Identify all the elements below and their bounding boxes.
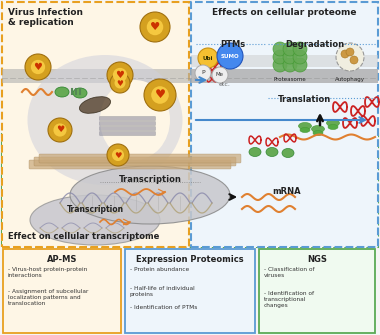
Text: - Identification of PTMs: - Identification of PTMs — [130, 305, 197, 310]
Text: - Protein abundance: - Protein abundance — [130, 267, 189, 272]
Text: Transcription: Transcription — [66, 205, 124, 214]
Text: etc.: etc. — [219, 82, 231, 87]
Circle shape — [350, 56, 358, 64]
Text: ♥: ♥ — [33, 62, 43, 72]
Circle shape — [144, 79, 176, 111]
Circle shape — [113, 68, 127, 82]
Circle shape — [293, 50, 307, 64]
Circle shape — [341, 50, 349, 58]
Text: - Half-life of individual
proteins: - Half-life of individual proteins — [130, 286, 195, 297]
FancyBboxPatch shape — [125, 249, 255, 333]
Ellipse shape — [328, 125, 338, 130]
Circle shape — [283, 50, 297, 64]
Ellipse shape — [249, 147, 261, 156]
Text: ♥: ♥ — [150, 22, 160, 32]
Text: ♥: ♥ — [114, 150, 122, 159]
Ellipse shape — [300, 128, 310, 133]
Text: Degradation: Degradation — [285, 40, 345, 49]
Text: - Assignment of subcellular
localization patterns and
translocation: - Assignment of subcellular localization… — [8, 289, 89, 306]
FancyBboxPatch shape — [29, 160, 231, 169]
FancyBboxPatch shape — [34, 157, 236, 166]
Circle shape — [114, 77, 125, 88]
Circle shape — [25, 54, 51, 80]
Ellipse shape — [282, 148, 294, 157]
FancyBboxPatch shape — [2, 2, 189, 247]
Circle shape — [31, 60, 45, 74]
Text: Effects on cellular proteome: Effects on cellular proteome — [212, 8, 357, 17]
Text: Effect on cellular transcriptome: Effect on cellular transcriptome — [8, 232, 159, 241]
Circle shape — [293, 58, 307, 72]
Circle shape — [107, 144, 129, 166]
Text: mRNA: mRNA — [272, 187, 301, 196]
Text: Autophagy: Autophagy — [335, 77, 365, 82]
Ellipse shape — [299, 123, 312, 130]
FancyBboxPatch shape — [191, 55, 378, 67]
Ellipse shape — [312, 126, 325, 133]
FancyBboxPatch shape — [39, 154, 241, 163]
Ellipse shape — [73, 88, 87, 98]
Circle shape — [273, 58, 287, 72]
Circle shape — [110, 73, 130, 93]
Text: ♥: ♥ — [56, 126, 64, 134]
Ellipse shape — [70, 166, 230, 224]
FancyBboxPatch shape — [191, 2, 378, 247]
Ellipse shape — [27, 55, 182, 185]
Text: ♥: ♥ — [116, 70, 124, 80]
Text: Proteasome: Proteasome — [274, 77, 306, 82]
Ellipse shape — [266, 147, 278, 156]
FancyBboxPatch shape — [100, 122, 155, 126]
Text: - Identification of
transcriptional
changes: - Identification of transcriptional chan… — [264, 291, 314, 308]
Circle shape — [273, 50, 287, 64]
FancyBboxPatch shape — [191, 69, 378, 83]
Text: P: P — [201, 70, 205, 75]
Text: Expression Proteomics: Expression Proteomics — [136, 255, 244, 264]
Circle shape — [54, 123, 66, 137]
Circle shape — [212, 67, 228, 83]
Circle shape — [140, 12, 170, 42]
Ellipse shape — [55, 87, 69, 97]
Circle shape — [217, 43, 243, 69]
Circle shape — [273, 42, 287, 56]
FancyBboxPatch shape — [3, 249, 121, 333]
Ellipse shape — [100, 80, 170, 160]
Ellipse shape — [313, 131, 323, 135]
FancyBboxPatch shape — [100, 117, 155, 121]
Ellipse shape — [79, 97, 111, 113]
Circle shape — [195, 65, 211, 81]
Circle shape — [147, 19, 163, 35]
Circle shape — [107, 62, 133, 88]
Text: NGS: NGS — [307, 255, 327, 264]
Text: - Classification of
viruses: - Classification of viruses — [264, 267, 315, 278]
Text: AP-MS: AP-MS — [47, 255, 77, 264]
FancyBboxPatch shape — [100, 132, 155, 135]
Text: - Virus-host protein-protein
interactions: - Virus-host protein-protein interaction… — [8, 267, 87, 278]
Circle shape — [283, 58, 297, 72]
Text: Me: Me — [216, 72, 224, 77]
Text: Translation: Translation — [279, 95, 332, 104]
FancyBboxPatch shape — [2, 134, 378, 247]
Circle shape — [346, 48, 354, 56]
Circle shape — [336, 43, 364, 71]
Ellipse shape — [326, 120, 339, 127]
Ellipse shape — [30, 195, 160, 245]
Text: Ubi: Ubi — [203, 56, 213, 61]
Text: Transcription: Transcription — [119, 176, 181, 185]
Circle shape — [48, 118, 72, 142]
Text: ♥: ♥ — [117, 78, 124, 87]
Circle shape — [293, 42, 307, 56]
FancyBboxPatch shape — [100, 127, 155, 131]
Text: Virus Infection
& replication: Virus Infection & replication — [8, 8, 83, 27]
Circle shape — [151, 86, 169, 104]
FancyBboxPatch shape — [2, 69, 378, 83]
Circle shape — [112, 149, 124, 161]
FancyBboxPatch shape — [259, 249, 375, 333]
Circle shape — [283, 42, 297, 56]
Text: SUMO: SUMO — [221, 54, 239, 59]
Text: PTMs: PTMs — [220, 40, 245, 49]
Circle shape — [198, 48, 218, 68]
Text: ♥: ♥ — [155, 88, 166, 102]
